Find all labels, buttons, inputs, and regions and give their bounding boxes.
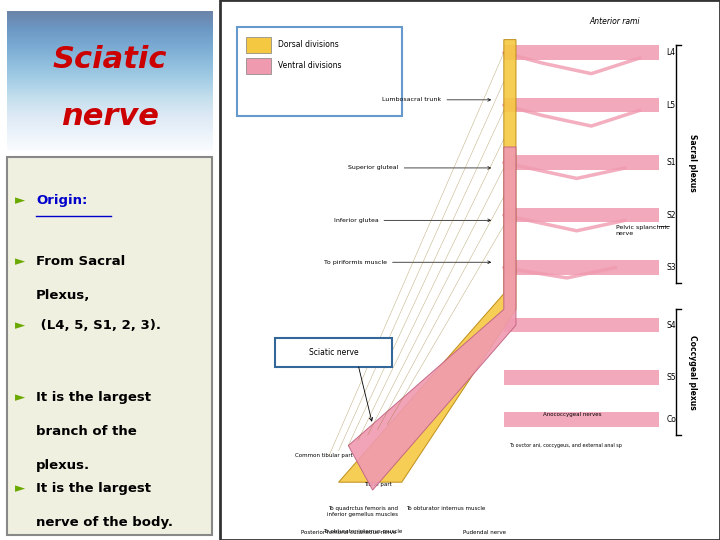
Text: S2: S2: [667, 211, 676, 220]
Bar: [504, 318, 660, 333]
Text: To obturator internus muscle: To obturator internus muscle: [323, 529, 402, 535]
Text: Sciatic: Sciatic: [53, 45, 167, 75]
Bar: [504, 370, 660, 385]
Text: ►: ►: [15, 255, 26, 268]
Text: (L4, 5, S1, 2, 3).: (L4, 5, S1, 2, 3).: [36, 319, 161, 332]
Text: Common tibular part: Common tibular part: [295, 454, 353, 458]
Text: L4: L4: [667, 48, 676, 57]
FancyBboxPatch shape: [246, 58, 271, 73]
Polygon shape: [348, 147, 516, 490]
Text: plexus.: plexus.: [36, 459, 90, 472]
Text: Posterior femoral cutaneous nerve: Posterior femoral cutaneous nerve: [301, 530, 396, 535]
Text: To piriformis muscle: To piriformis muscle: [324, 260, 490, 265]
Text: ►: ►: [15, 194, 26, 207]
Text: S1: S1: [667, 158, 676, 167]
FancyBboxPatch shape: [246, 37, 271, 53]
Bar: [504, 156, 660, 170]
FancyBboxPatch shape: [275, 338, 392, 367]
FancyBboxPatch shape: [236, 26, 402, 116]
Text: nerve of the body.: nerve of the body.: [36, 516, 173, 529]
Text: It is the largest: It is the largest: [36, 482, 151, 495]
Text: To quadrctus femoris and
inferior gemellus muscles: To quadrctus femoris and inferior gemell…: [328, 506, 398, 517]
Text: S5: S5: [667, 373, 676, 382]
Text: Co: Co: [667, 415, 677, 424]
Text: Superior gluteal: Superior gluteal: [348, 165, 490, 171]
Text: Pudendal nerve: Pudendal nerve: [463, 530, 506, 535]
Text: From Sacral: From Sacral: [36, 255, 125, 268]
Text: Pelvic splanchnic
nerve: Pelvic splanchnic nerve: [616, 225, 669, 236]
Text: branch of the: branch of the: [36, 425, 137, 438]
Bar: [504, 208, 660, 222]
Text: Lumbosacral trunk: Lumbosacral trunk: [382, 97, 490, 103]
Bar: [504, 260, 660, 275]
Text: Tibial part: Tibial part: [364, 482, 392, 487]
Text: ►: ►: [15, 482, 26, 495]
Text: ►: ►: [15, 319, 26, 332]
Text: Ventral divisions: Ventral divisions: [278, 62, 341, 70]
Text: Coccygeal plexus: Coccygeal plexus: [688, 335, 698, 410]
Polygon shape: [338, 39, 516, 482]
Text: S4: S4: [667, 321, 676, 329]
Text: Inferior glutea: Inferior glutea: [334, 218, 490, 223]
Bar: [504, 98, 660, 112]
Text: L5: L5: [667, 100, 676, 110]
Text: S3: S3: [667, 263, 676, 272]
Bar: [504, 45, 660, 60]
Text: Sciatic nerve: Sciatic nerve: [309, 348, 359, 357]
Text: To ovctor ani, coccygeus, and external anal sp: To ovctor ani, coccygeus, and external a…: [508, 443, 621, 448]
Text: ►: ►: [15, 391, 26, 404]
Text: To obturator internus muscle: To obturator internus muscle: [406, 506, 485, 511]
FancyBboxPatch shape: [7, 157, 212, 535]
Bar: [504, 412, 660, 427]
Text: It is the largest: It is the largest: [36, 391, 151, 404]
Text: Anococcygeal nerves: Anococcygeal nerves: [543, 411, 601, 417]
Text: nerve: nerve: [61, 102, 158, 131]
Text: Dorsal divisions: Dorsal divisions: [278, 40, 338, 49]
Text: Origin:: Origin:: [36, 194, 87, 207]
FancyBboxPatch shape: [220, 0, 720, 540]
Text: Anterior rami: Anterior rami: [590, 17, 640, 26]
Text: Plexus,: Plexus,: [36, 289, 90, 302]
Text: Sacral plexus: Sacral plexus: [688, 134, 698, 192]
